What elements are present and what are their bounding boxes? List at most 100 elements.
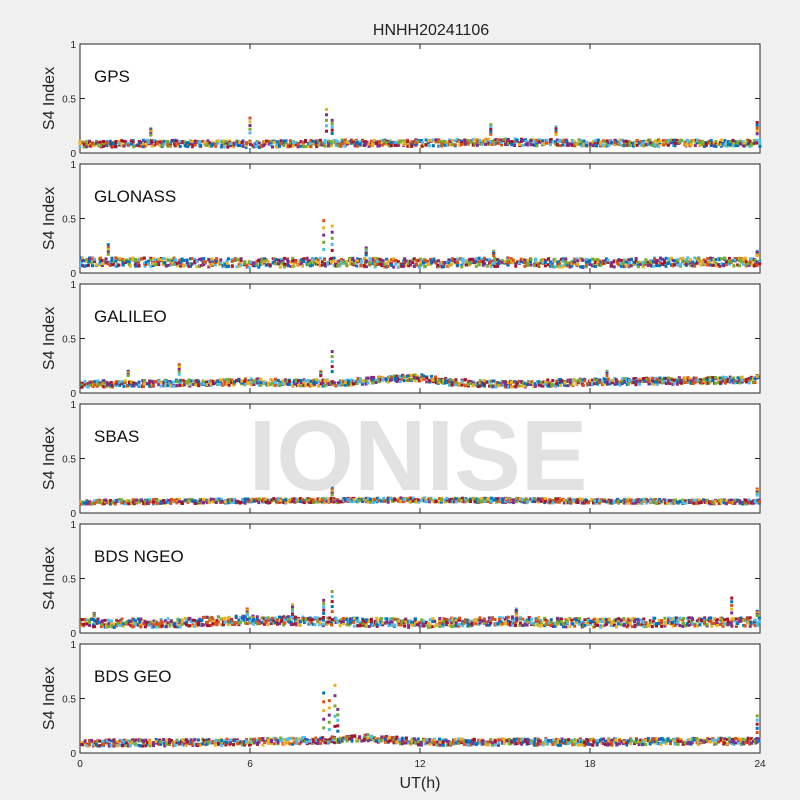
data-point [91,264,94,268]
data-point [344,381,348,385]
data-point [390,264,394,267]
data-point [243,262,247,265]
spike-point [364,246,368,250]
data-point [402,379,406,383]
data-point [166,617,170,621]
data-point [252,499,256,503]
data-point [651,376,654,380]
data-point [355,142,359,145]
spike-point [755,126,759,130]
data-point [100,619,104,623]
data-point [363,143,367,147]
data-point [510,380,514,384]
data-point [334,139,338,143]
data-point [726,379,730,383]
data-point [88,383,92,387]
data-point [541,262,545,266]
data-point [324,262,327,265]
data-point [730,260,733,264]
data-point [642,377,646,380]
data-point [230,264,234,268]
data-point [408,259,412,263]
data-point [535,142,539,146]
data-point [660,499,664,503]
data-point [93,502,97,506]
data-point [662,376,666,380]
data-point [219,382,222,386]
data-point [109,499,112,503]
data-point [281,382,285,386]
data-point [745,377,749,381]
data-point [515,382,519,386]
data-point [234,499,238,503]
data-point [575,381,579,385]
data-point [420,375,424,379]
data-point [738,501,742,505]
data-point [177,500,181,504]
data-point [415,376,419,380]
scatter-points [79,219,762,269]
data-point [546,382,550,385]
data-point [398,374,402,378]
data-point [584,263,588,267]
data-point [610,378,614,382]
data-point [269,383,273,386]
data-point [723,143,727,147]
data-point [295,499,299,503]
data-point [482,498,486,502]
data-point [78,140,82,143]
data-point [79,261,83,265]
data-point [145,260,149,264]
data-point [738,142,742,146]
data-point [647,382,651,386]
spike-point [330,236,334,240]
data-point [454,497,458,501]
data-point [327,144,331,148]
data-point [686,500,690,504]
data-point [520,384,524,388]
data-point [524,143,528,147]
data-point [149,258,153,262]
data-point [249,262,253,266]
data-point [649,500,652,504]
data-point [123,379,127,383]
data-point [394,259,398,263]
data-point [383,265,387,269]
data-point [704,144,708,148]
data-point [450,379,454,383]
data-point [719,262,723,266]
data-point [399,500,403,503]
y-tick-label: 1 [70,280,76,291]
data-point [389,141,393,145]
data-point [378,140,382,143]
data-point [741,502,745,506]
data-point [420,140,424,144]
data-point [151,264,155,267]
data-point [371,381,375,385]
data-point [139,623,143,627]
data-point [95,141,98,145]
data-point [180,622,184,626]
data-point [425,380,429,384]
spike-point [330,489,334,493]
data-point [702,498,706,502]
data-point [623,265,626,268]
data-point [473,259,477,263]
data-point [607,143,611,147]
data-point [114,145,118,149]
data-point [103,618,107,622]
data-point [634,498,638,502]
data-point [125,499,129,503]
data-point [717,263,721,267]
data-point [284,498,288,502]
data-point [373,497,377,501]
data-point [493,259,497,263]
data-point [753,381,757,384]
data-point [450,259,454,263]
data-point [150,625,154,629]
data-point [536,498,540,502]
data-point [500,141,504,144]
data-point [454,383,458,387]
data-point [265,139,269,143]
data-point [120,501,124,505]
